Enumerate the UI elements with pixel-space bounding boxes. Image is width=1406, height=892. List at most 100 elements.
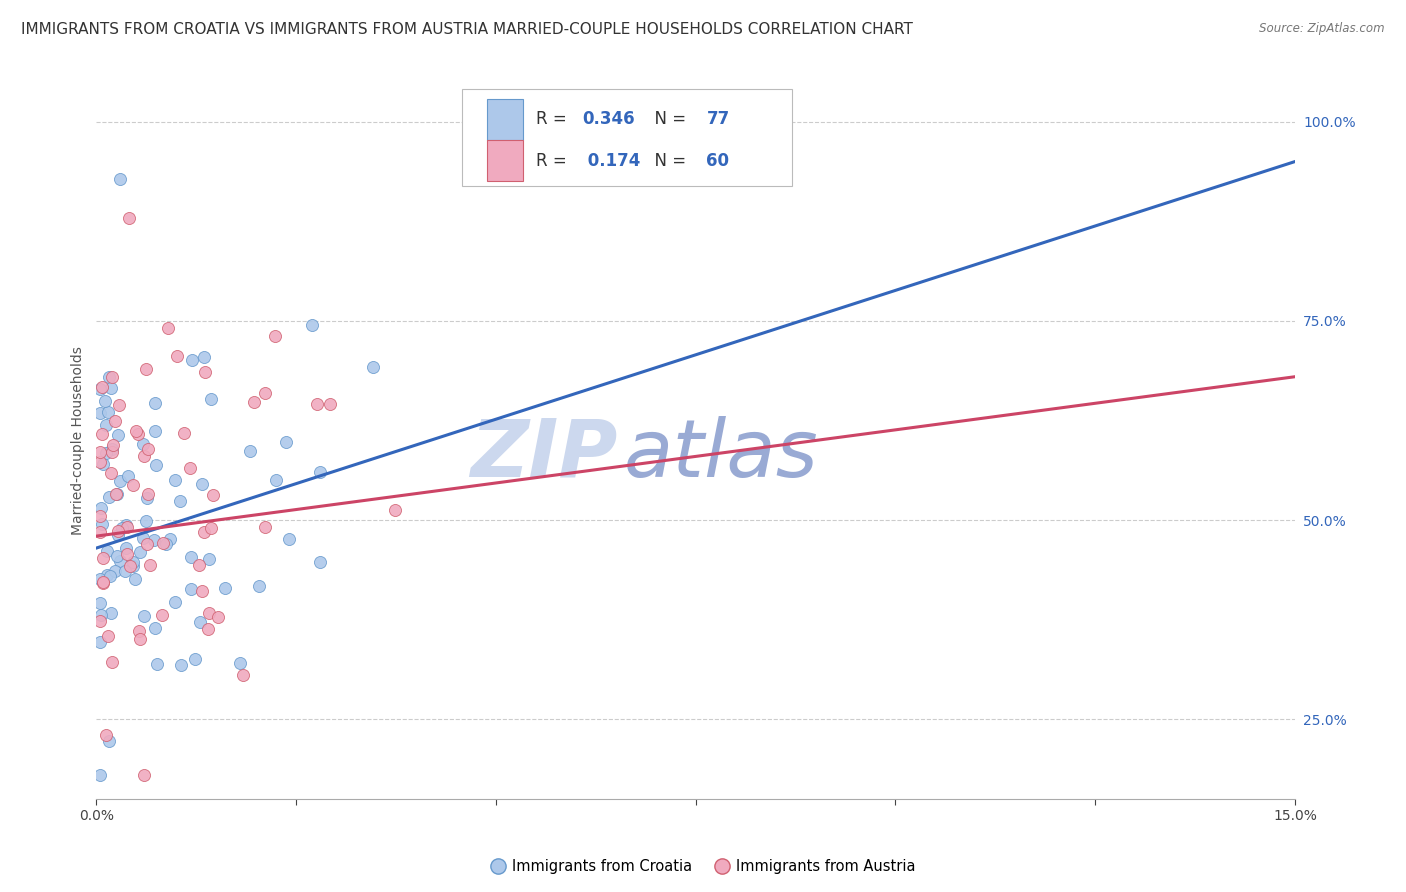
Point	[229, 656, 252, 670]
Point	[201, 488, 224, 502]
Legend: Immigrants from Croatia, Immigrants from Austria: Immigrants from Croatia, Immigrants from…	[485, 854, 921, 880]
Point	[305, 397, 328, 411]
Point	[254, 519, 277, 533]
Point	[91, 575, 114, 590]
Point	[107, 524, 129, 539]
FancyBboxPatch shape	[486, 99, 523, 140]
Point	[214, 581, 236, 595]
Point	[207, 609, 229, 624]
Point	[89, 572, 111, 586]
Point	[91, 457, 114, 471]
Point	[97, 405, 120, 419]
Point	[264, 473, 287, 487]
Point	[143, 396, 166, 410]
Point	[117, 211, 139, 225]
Point	[100, 467, 122, 481]
Point	[156, 321, 179, 335]
Text: IMMIGRANTS FROM CROATIA VS IMMIGRANTS FROM AUSTRIA MARRIED-COUPLE HOUSEHOLDS COR: IMMIGRANTS FROM CROATIA VS IMMIGRANTS FR…	[21, 22, 912, 37]
Point	[197, 622, 219, 636]
Point	[132, 768, 155, 782]
Point	[183, 652, 205, 666]
Point	[129, 632, 152, 646]
Point	[120, 558, 142, 573]
Point	[132, 449, 155, 463]
FancyBboxPatch shape	[463, 89, 792, 186]
Point	[107, 528, 129, 542]
Text: 77: 77	[706, 111, 730, 128]
Point	[98, 370, 121, 384]
Point	[200, 392, 222, 406]
Point	[98, 490, 121, 504]
Point	[100, 381, 122, 395]
Point	[318, 397, 340, 411]
Point	[89, 455, 111, 469]
Point	[104, 413, 127, 427]
Point	[114, 564, 136, 578]
Point	[100, 655, 122, 669]
Point	[90, 501, 112, 516]
Text: R =: R =	[536, 111, 572, 128]
Point	[145, 458, 167, 472]
Point	[96, 544, 118, 558]
Point	[93, 394, 115, 409]
Text: 0.174: 0.174	[582, 152, 640, 169]
Point	[143, 424, 166, 438]
Point	[243, 395, 266, 409]
Point	[98, 569, 121, 583]
Point	[179, 461, 201, 475]
Point	[96, 568, 118, 582]
Point	[107, 487, 129, 501]
Point	[89, 635, 111, 649]
Point	[105, 549, 128, 564]
Point	[301, 318, 323, 332]
Point	[180, 582, 202, 596]
Point	[136, 537, 159, 551]
Text: R =: R =	[536, 152, 572, 169]
Point	[132, 531, 155, 545]
Point	[384, 503, 406, 517]
Point	[309, 465, 332, 479]
Point	[169, 658, 191, 673]
Point	[90, 427, 112, 442]
Point	[191, 583, 214, 598]
Point	[200, 521, 222, 535]
Point	[188, 615, 211, 629]
Point	[108, 398, 131, 412]
Point	[166, 349, 188, 363]
Point	[146, 657, 169, 671]
Point	[276, 435, 298, 450]
Text: N =: N =	[644, 111, 692, 128]
Text: Source: ZipAtlas.com: Source: ZipAtlas.com	[1260, 22, 1385, 36]
Point	[180, 353, 202, 368]
Point	[91, 575, 114, 590]
Point	[173, 425, 195, 440]
Point	[194, 365, 217, 379]
Point	[143, 622, 166, 636]
Point	[124, 572, 146, 586]
Point	[100, 607, 122, 621]
Point	[108, 554, 131, 568]
Point	[107, 428, 129, 442]
Point	[180, 549, 202, 564]
Point	[94, 417, 117, 432]
Point	[150, 608, 173, 623]
Point	[117, 469, 139, 483]
Point	[122, 555, 145, 569]
Point	[89, 406, 111, 420]
Point	[101, 369, 124, 384]
Point	[89, 768, 111, 782]
Point	[165, 473, 187, 487]
Text: N =: N =	[644, 152, 692, 169]
Point	[152, 536, 174, 550]
Point	[198, 552, 221, 566]
Point	[90, 607, 112, 622]
Point	[159, 532, 181, 546]
Point	[136, 442, 159, 457]
Point	[198, 606, 221, 620]
Point	[264, 328, 287, 343]
Point	[193, 350, 215, 364]
Point	[127, 427, 149, 442]
Point	[115, 520, 138, 534]
Point	[91, 551, 114, 566]
Point	[132, 609, 155, 624]
